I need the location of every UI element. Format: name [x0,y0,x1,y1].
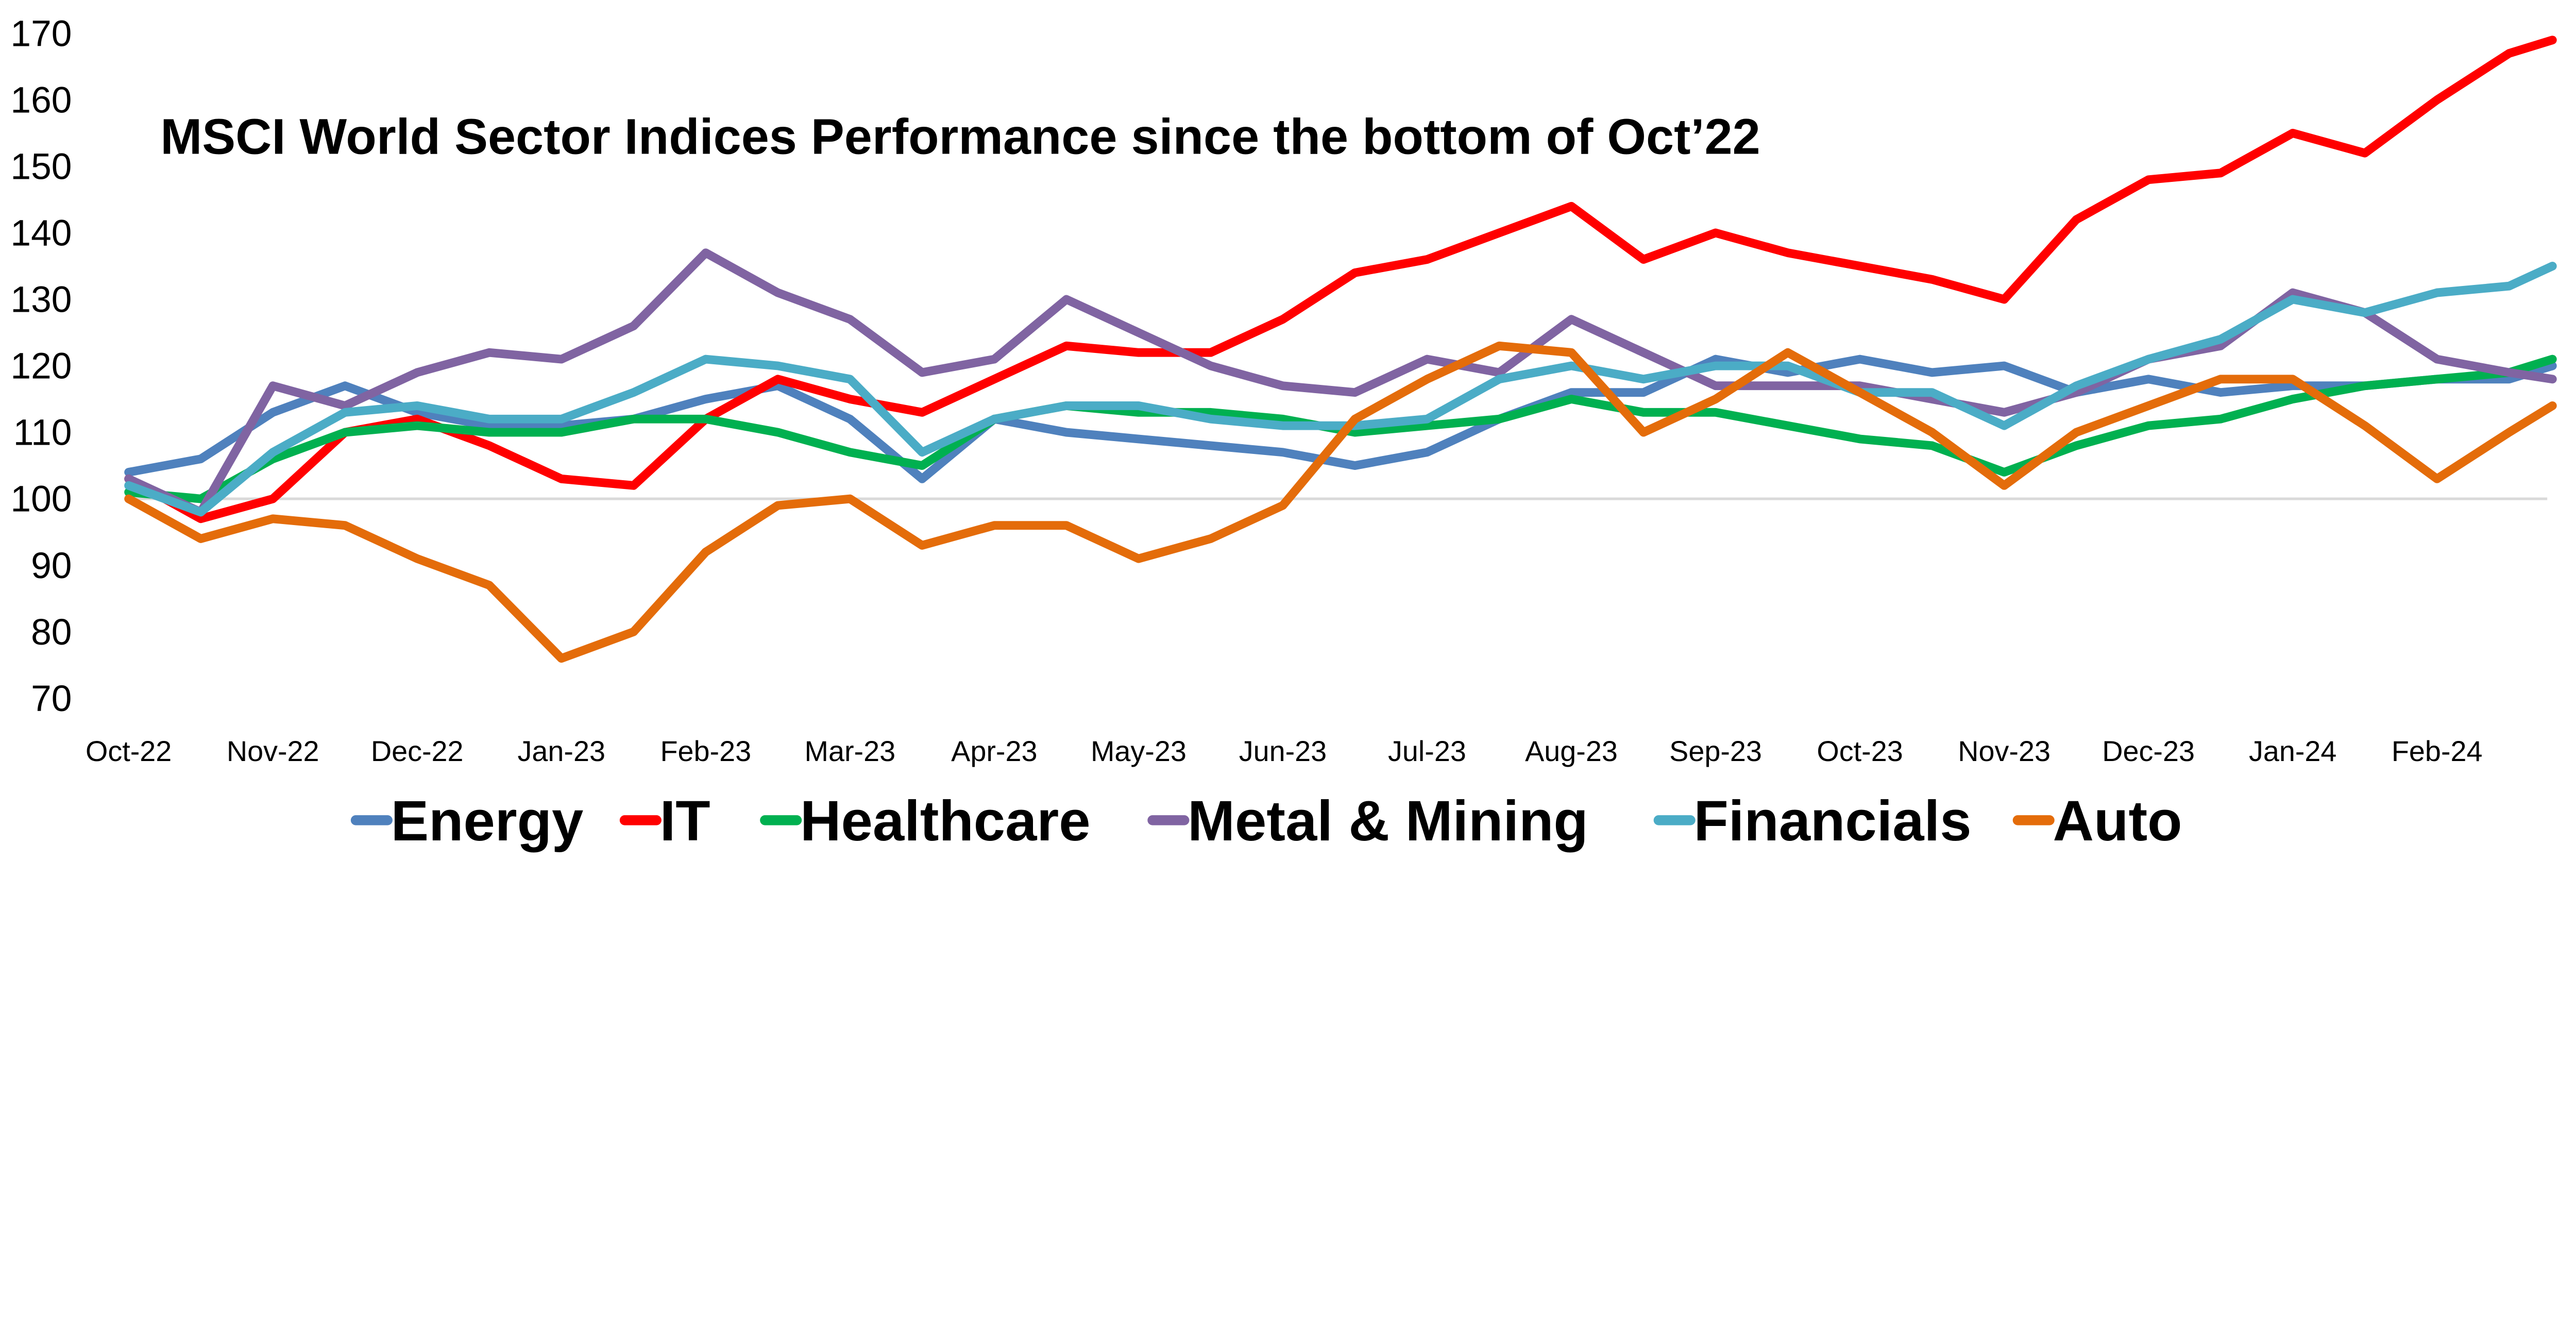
legend-item-healthcare: Healthcare [760,789,1091,853]
legend-item-energy: Energy [350,789,584,853]
y-tick-label: 160 [10,80,72,121]
y-tick-label: 100 [10,479,72,520]
series-line-healthcare [124,354,2557,503]
x-tick-label: Jan-24 [2249,735,2336,767]
legend-item-financials: Financials [1653,789,1972,853]
legend-item-it: IT [619,789,710,853]
y-tick-label: 170 [10,13,72,54]
x-tick-label: Mar-23 [805,735,896,767]
y-tick-label: 70 [31,678,72,719]
legend-label: Auto [2053,789,2182,853]
y-tick-label: 110 [13,412,72,453]
x-tick-label: Jun-23 [1239,735,1327,767]
series-line-auto [124,341,2557,663]
series-lines [124,36,2557,663]
x-tick-label: May-23 [1091,735,1187,767]
x-tick-label: Oct-23 [1817,735,1903,767]
x-axis: Oct-22 Nov-22 Dec-22 Jan-23 Feb-23 Mar-23 Apr-… [86,735,2483,767]
chart-title: MSCI World Sector Indices Performance si… [160,108,1760,164]
legend-label: Energy [391,789,584,853]
line-chart: 70 80 90 100 110 120 130 140 150 160 170 Oct-22 Nov… [10,13,2557,853]
legend-label: Financials [1693,789,1971,853]
y-axis: 70 80 90 100 110 120 130 140 150 160 170 [10,13,72,719]
x-tick-label: Nov-22 [227,735,319,767]
y-tick-label: 120 [10,346,72,387]
y-tick-label: 80 [31,612,72,653]
legend-label: Metal & Mining [1188,789,1588,853]
legend: Energy IT Healthcare Metal & Mining Financia… [350,789,2182,853]
x-tick-label: Aug-23 [1525,735,1618,767]
x-tick-label: Feb-23 [660,735,751,767]
y-tick-label: 130 [10,279,72,320]
y-tick-label: 140 [10,213,72,254]
series-line-energy [124,354,2557,483]
x-tick-label: Feb-24 [2392,735,2483,767]
x-tick-label: Apr-23 [951,735,1037,767]
y-tick-label: 150 [10,146,72,188]
x-tick-label: Oct-22 [86,735,172,767]
legend-item-auto: Auto [2012,789,2182,853]
y-tick-label: 90 [31,545,72,586]
x-tick-label: Sep-23 [1669,735,1762,767]
legend-item-metal-mining: Metal & Mining [1147,789,1588,853]
series-line-it [124,36,2557,524]
x-tick-label: Dec-22 [371,735,464,767]
x-tick-label: Jul-23 [1388,735,1466,767]
x-tick-label: Dec-23 [2102,735,2195,767]
x-tick-label: Jan-23 [518,735,605,767]
x-tick-label: Nov-23 [1958,735,2050,767]
legend-label: Healthcare [800,789,1091,853]
legend-label: IT [660,789,710,853]
